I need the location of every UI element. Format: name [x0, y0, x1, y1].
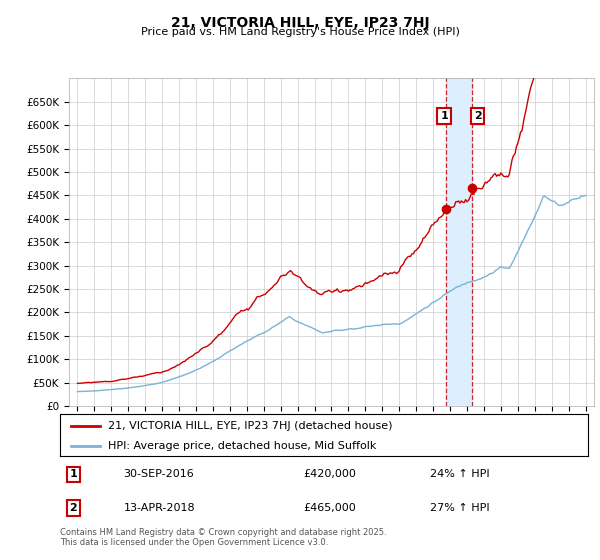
Text: 13-APR-2018: 13-APR-2018: [124, 503, 195, 513]
Text: 1: 1: [70, 469, 77, 479]
Text: £465,000: £465,000: [303, 503, 356, 513]
Text: 24% ↑ HPI: 24% ↑ HPI: [430, 469, 489, 479]
Text: 1: 1: [440, 111, 448, 121]
Text: Price paid vs. HM Land Registry's House Price Index (HPI): Price paid vs. HM Land Registry's House …: [140, 27, 460, 37]
Text: 27% ↑ HPI: 27% ↑ HPI: [430, 503, 489, 513]
Bar: [446, 78, 472, 406]
Text: 2: 2: [474, 111, 482, 121]
Text: 21, VICTORIA HILL, EYE, IP23 7HJ: 21, VICTORIA HILL, EYE, IP23 7HJ: [170, 16, 430, 30]
Text: 21, VICTORIA HILL, EYE, IP23 7HJ (detached house): 21, VICTORIA HILL, EYE, IP23 7HJ (detach…: [107, 421, 392, 431]
Text: 30-SEP-2016: 30-SEP-2016: [124, 469, 194, 479]
Text: Contains HM Land Registry data © Crown copyright and database right 2025.
This d: Contains HM Land Registry data © Crown c…: [60, 528, 386, 547]
Text: £420,000: £420,000: [303, 469, 356, 479]
Text: HPI: Average price, detached house, Mid Suffolk: HPI: Average price, detached house, Mid …: [107, 441, 376, 451]
Text: 2: 2: [70, 503, 77, 513]
